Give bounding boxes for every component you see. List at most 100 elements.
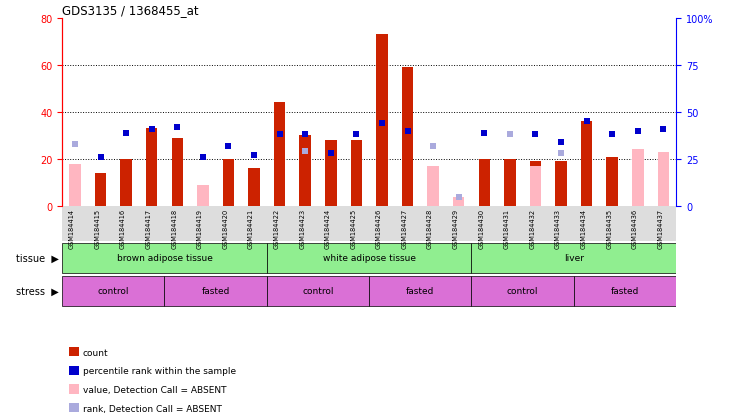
- Bar: [402, 68, 413, 206]
- Bar: [300, 136, 311, 206]
- Text: GSM184422: GSM184422: [273, 208, 279, 248]
- Text: rank, Detection Call = ABSENT: rank, Detection Call = ABSENT: [83, 404, 221, 413]
- Bar: [453, 197, 464, 206]
- Bar: [428, 166, 439, 206]
- Bar: [95, 173, 106, 206]
- Text: GSM184424: GSM184424: [325, 208, 330, 248]
- Text: GSM184430: GSM184430: [478, 208, 484, 248]
- Text: fasted: fasted: [406, 287, 434, 296]
- Text: GSM184423: GSM184423: [299, 208, 306, 248]
- Bar: [574, 276, 676, 306]
- Text: liver: liver: [564, 254, 584, 263]
- Point: [427, 143, 439, 150]
- Text: GSM184421: GSM184421: [248, 208, 254, 248]
- Point: [222, 143, 234, 150]
- Bar: [121, 159, 132, 206]
- Bar: [530, 162, 541, 206]
- Point: [171, 124, 183, 131]
- Bar: [267, 276, 369, 306]
- Point: [556, 151, 567, 157]
- Point: [249, 152, 260, 159]
- Point: [300, 149, 311, 155]
- Point: [376, 121, 387, 127]
- Text: control: control: [302, 287, 334, 296]
- Text: GSM184428: GSM184428: [427, 208, 433, 248]
- Text: GSM184436: GSM184436: [632, 208, 637, 248]
- Text: stress  ▶: stress ▶: [16, 286, 58, 296]
- Point: [197, 154, 209, 161]
- Bar: [172, 138, 183, 206]
- Bar: [471, 276, 574, 306]
- Text: GSM184433: GSM184433: [555, 208, 561, 248]
- Point: [95, 154, 107, 161]
- Bar: [530, 166, 541, 206]
- Bar: [267, 243, 471, 273]
- Text: white adipose tissue: white adipose tissue: [322, 254, 416, 263]
- Text: GSM184415: GSM184415: [94, 208, 101, 248]
- Bar: [581, 122, 592, 206]
- Point: [325, 151, 336, 157]
- Point: [453, 194, 465, 200]
- Bar: [325, 141, 336, 206]
- Text: GSM184417: GSM184417: [145, 208, 152, 248]
- Text: GSM184434: GSM184434: [580, 208, 587, 248]
- Text: value, Detection Call = ABSENT: value, Detection Call = ABSENT: [83, 385, 226, 394]
- Text: GSM184414: GSM184414: [69, 208, 75, 248]
- Point: [273, 132, 285, 138]
- Text: GSM184416: GSM184416: [120, 208, 126, 248]
- Text: GSM184427: GSM184427: [401, 208, 408, 248]
- Point: [478, 130, 490, 137]
- Bar: [146, 129, 157, 206]
- Bar: [607, 157, 618, 206]
- Bar: [471, 243, 676, 273]
- Bar: [69, 164, 80, 206]
- Text: fasted: fasted: [611, 287, 639, 296]
- Bar: [197, 185, 208, 206]
- Bar: [376, 35, 387, 206]
- Text: GSM184419: GSM184419: [197, 208, 203, 248]
- Text: GSM184435: GSM184435: [606, 208, 612, 248]
- Point: [581, 119, 593, 125]
- Text: GSM184426: GSM184426: [376, 208, 382, 248]
- Point: [632, 128, 644, 135]
- Bar: [351, 141, 362, 206]
- Text: percentile rank within the sample: percentile rank within the sample: [83, 366, 235, 375]
- Point: [606, 132, 618, 138]
- Text: brown adipose tissue: brown adipose tissue: [116, 254, 213, 263]
- Bar: [479, 159, 490, 206]
- Bar: [62, 243, 267, 273]
- Bar: [369, 276, 471, 306]
- Text: GSM184432: GSM184432: [529, 208, 535, 248]
- Point: [69, 141, 81, 148]
- Bar: [223, 159, 234, 206]
- Point: [529, 132, 541, 138]
- Text: GSM184429: GSM184429: [452, 208, 459, 248]
- Text: GSM184420: GSM184420: [222, 208, 228, 248]
- Text: count: count: [83, 348, 108, 357]
- Point: [556, 139, 567, 146]
- Point: [658, 126, 670, 133]
- Text: fasted: fasted: [202, 287, 230, 296]
- Point: [351, 132, 363, 138]
- Point: [145, 126, 158, 133]
- Text: GSM184425: GSM184425: [350, 208, 357, 248]
- Text: GSM184437: GSM184437: [657, 208, 664, 248]
- Bar: [164, 276, 267, 306]
- Text: control: control: [507, 287, 539, 296]
- Bar: [249, 169, 260, 206]
- Bar: [556, 162, 567, 206]
- Bar: [62, 276, 164, 306]
- Text: GDS3135 / 1368455_at: GDS3135 / 1368455_at: [62, 4, 199, 17]
- Text: GSM184431: GSM184431: [504, 208, 510, 248]
- Point: [300, 132, 311, 138]
- Bar: [504, 159, 515, 206]
- Text: GSM184418: GSM184418: [171, 208, 178, 248]
- Bar: [274, 103, 285, 206]
- Text: control: control: [97, 287, 129, 296]
- Point: [402, 128, 414, 135]
- Bar: [632, 150, 643, 206]
- Text: tissue  ▶: tissue ▶: [15, 253, 58, 263]
- Point: [120, 130, 132, 137]
- Point: [504, 132, 516, 138]
- Bar: [658, 152, 669, 206]
